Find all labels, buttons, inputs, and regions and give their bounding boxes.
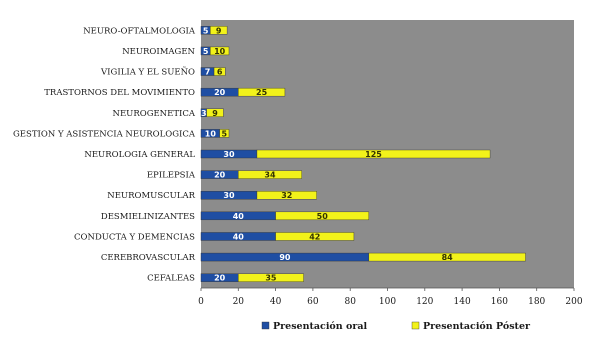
data-label: 125 bbox=[365, 150, 382, 159]
bar-row: 20 34 bbox=[200, 170, 302, 180]
category-label: DESMIELINIZANTES bbox=[101, 212, 195, 222]
data-label: 9 bbox=[212, 109, 218, 118]
bar-poster bbox=[275, 232, 355, 241]
data-label: 34 bbox=[264, 171, 276, 180]
bar-poster bbox=[256, 191, 317, 200]
bar-poster bbox=[238, 273, 304, 282]
x-tick-label: 140 bbox=[454, 297, 471, 307]
data-label: 3 bbox=[201, 109, 207, 118]
bar-row: 40 50 bbox=[200, 211, 370, 221]
data-label: 30 bbox=[223, 150, 235, 159]
data-label: 7 bbox=[205, 68, 211, 77]
x-tick-label: 60 bbox=[307, 297, 319, 307]
x-tick-label: 120 bbox=[416, 297, 433, 307]
bar-row: 10 5 bbox=[200, 129, 230, 138]
x-tick-label: 160 bbox=[491, 297, 508, 307]
legend-swatch bbox=[261, 321, 270, 330]
x-tick-label: 80 bbox=[344, 297, 356, 307]
data-label: 42 bbox=[309, 232, 320, 241]
data-label: 5 bbox=[203, 26, 209, 35]
bar-row: 5 10 bbox=[200, 46, 230, 56]
legend-swatch bbox=[411, 321, 420, 330]
category-label: NEUROLOGIA GENERAL bbox=[84, 150, 195, 160]
bar-row: 20 25 bbox=[200, 87, 286, 97]
category-label: NEUROMUSCULAR bbox=[107, 191, 195, 201]
x-tick-label: 20 bbox=[233, 297, 245, 307]
bar-poster bbox=[213, 67, 226, 76]
bar-poster bbox=[256, 149, 491, 159]
category-label: NEUROGENETICA bbox=[113, 109, 196, 119]
bar-row: 20 35 bbox=[200, 273, 304, 283]
data-label: 20 bbox=[214, 171, 226, 180]
category-label: EPILEPSIA bbox=[147, 171, 196, 181]
data-label: 35 bbox=[265, 274, 277, 283]
x-tick-label: 100 bbox=[379, 297, 396, 307]
bar-poster bbox=[368, 252, 526, 262]
bar-poster bbox=[238, 170, 302, 179]
bar-poster bbox=[275, 211, 370, 221]
data-label: 10 bbox=[214, 47, 226, 56]
data-label: 20 bbox=[214, 274, 226, 283]
data-label: 5 bbox=[203, 47, 209, 56]
category-label: TRASTORNOS DEL MOVIMIENTO bbox=[44, 88, 195, 98]
category-label: CEFALEAS bbox=[147, 274, 195, 284]
data-label: 6 bbox=[217, 68, 223, 77]
bar-poster bbox=[238, 87, 286, 97]
legend: Presentación oral Presentación Póster bbox=[261, 321, 531, 332]
data-label: 90 bbox=[279, 253, 291, 262]
x-tick-label: 40 bbox=[270, 297, 282, 307]
data-label: 20 bbox=[214, 88, 226, 97]
data-label: 5 bbox=[222, 129, 228, 138]
bar-poster bbox=[206, 108, 224, 117]
data-label: 84 bbox=[442, 253, 454, 262]
data-label: 10 bbox=[205, 129, 217, 138]
data-label: 40 bbox=[233, 212, 245, 221]
bar-poster bbox=[219, 129, 230, 138]
data-label: 30 bbox=[223, 191, 235, 200]
category-label: CEREBROVASCULAR bbox=[101, 253, 196, 263]
x-tick-label: 200 bbox=[565, 297, 582, 307]
bar-row: 90 84 bbox=[200, 252, 526, 262]
data-label: 25 bbox=[256, 88, 268, 97]
bar-row: 30 32 bbox=[200, 191, 317, 200]
category-label: GESTION Y ASISTENCIA NEUROLOGICA bbox=[13, 129, 196, 139]
category-label: NEUROIMAGEN bbox=[122, 47, 195, 57]
x-axis: 0 20 40 60 80 100 120 140 160 180 200 bbox=[198, 287, 583, 307]
category-labels: NEURO-OFTALMOLOGIA NEUROIMAGEN VIGILIA Y E… bbox=[13, 26, 196, 283]
category-label: CONDUCTA Y DEMENCIAS bbox=[74, 232, 195, 242]
category-label: NEURO-OFTALMOLOGIA bbox=[83, 26, 196, 36]
x-tick-label: 0 bbox=[198, 297, 204, 307]
legend-label: Presentación Póster bbox=[423, 321, 531, 332]
legend-label: Presentación oral bbox=[273, 321, 367, 332]
bar-poster bbox=[210, 26, 228, 35]
bar-row: 30 125 bbox=[200, 149, 491, 159]
data-label: 9 bbox=[216, 26, 222, 35]
bar-row: 40 42 bbox=[200, 232, 355, 241]
data-label: 40 bbox=[233, 232, 245, 241]
data-label: 50 bbox=[317, 212, 329, 221]
category-label: VIGILIA Y EL SUEÑO bbox=[100, 66, 195, 78]
x-tick-label: 180 bbox=[528, 297, 545, 307]
data-label: 32 bbox=[281, 191, 292, 200]
bar-poster bbox=[210, 46, 230, 56]
